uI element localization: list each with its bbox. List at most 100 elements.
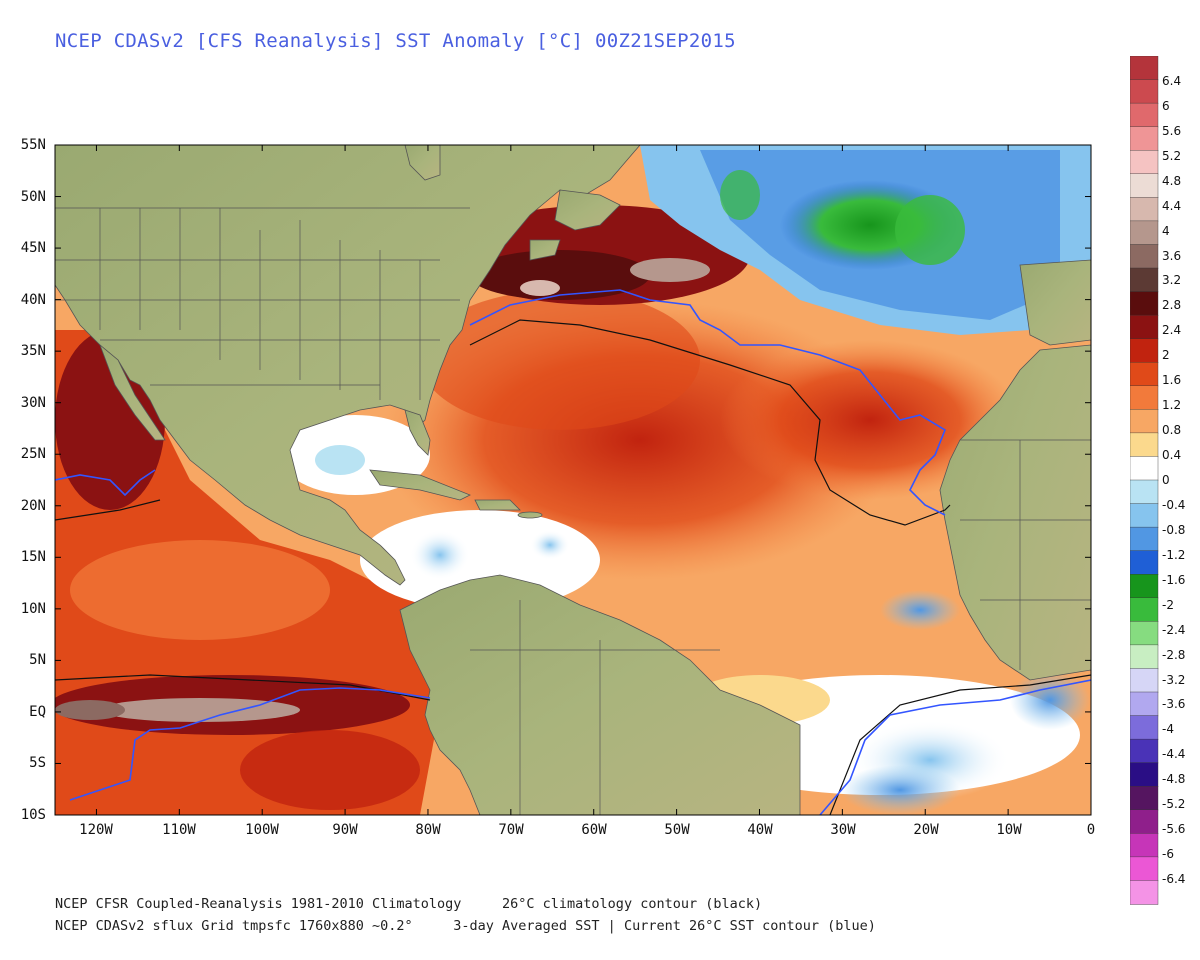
legend-swatch xyxy=(1130,197,1159,222)
legend-label: -2 xyxy=(1162,597,1174,612)
legend-label: 1.2 xyxy=(1162,398,1182,413)
legend-label: 6 xyxy=(1162,98,1170,113)
legend-swatch xyxy=(1130,833,1159,858)
lat-tick-label: 15N xyxy=(20,549,46,565)
lon-tick-label: 40W xyxy=(747,822,773,838)
lat-tick-label: 45N xyxy=(20,240,46,256)
legend-swatch xyxy=(1130,432,1159,458)
legend-label: -1.6 xyxy=(1162,572,1186,587)
legend-swatch xyxy=(1130,244,1159,269)
map-title: NCEP CDASv2 [CFS Reanalysis] SST Anomaly… xyxy=(55,30,736,52)
legend-label: -4 xyxy=(1162,722,1174,737)
axis-ticks xyxy=(55,144,1092,816)
legend-swatch xyxy=(1130,786,1159,811)
legend-label: 4.4 xyxy=(1162,198,1182,213)
legend-swatch xyxy=(1130,762,1159,787)
legend-label: -4.8 xyxy=(1162,772,1186,787)
lon-tick-label: 90W xyxy=(332,822,358,838)
legend-swatch xyxy=(1130,385,1159,411)
lat-tick-label: 40N xyxy=(20,292,46,308)
legend-label: 5.6 xyxy=(1162,123,1182,138)
legend-label: -0.4 xyxy=(1162,497,1186,512)
legend-swatch xyxy=(1130,409,1159,434)
legend-label: 5.2 xyxy=(1162,148,1182,163)
legend-swatch xyxy=(1130,56,1159,81)
legend-swatch xyxy=(1130,267,1159,293)
legend-swatch xyxy=(1130,79,1159,104)
lon-tick-label: 80W xyxy=(415,822,441,838)
lat-tick-label: 20N xyxy=(20,498,46,514)
legend-swatch xyxy=(1130,550,1159,575)
lon-tick-label: 20W xyxy=(913,822,939,838)
legend-swatch xyxy=(1130,338,1159,363)
legend-swatch xyxy=(1130,150,1159,175)
lat-tick-label: 55N xyxy=(20,137,46,153)
lon-tick-label: 110W xyxy=(162,822,196,838)
legend-swatch xyxy=(1130,503,1159,528)
map-plot-area xyxy=(55,145,1091,815)
legend-label: -6.4 xyxy=(1162,872,1186,887)
legend-swatch xyxy=(1130,362,1159,387)
current-26c-contour xyxy=(55,289,946,516)
lat-tick-label: 35N xyxy=(20,343,46,359)
legend-swatch xyxy=(1130,856,1159,882)
legend-label: 2 xyxy=(1162,348,1170,363)
lat-tick-label: 5N xyxy=(29,652,46,668)
legend-swatch xyxy=(1130,173,1159,199)
legend-swatch xyxy=(1130,291,1159,316)
lon-tick-label: 50W xyxy=(664,822,690,838)
legend-swatch xyxy=(1130,456,1159,481)
legend-label: 3.6 xyxy=(1162,248,1182,263)
legend-label: -3.2 xyxy=(1162,672,1186,687)
political-borders xyxy=(55,207,1091,815)
legend-label: -0.8 xyxy=(1162,522,1186,537)
legend-label: 0.8 xyxy=(1162,423,1182,438)
legend-label: 2.8 xyxy=(1162,298,1182,313)
lat-tick-label: 10N xyxy=(20,601,46,617)
legend-swatch xyxy=(1130,621,1159,646)
lat-tick-label: EQ xyxy=(29,704,46,720)
lon-tick-label: 10W xyxy=(996,822,1022,838)
legend-label: -1.2 xyxy=(1162,547,1186,562)
legend-label: 1.6 xyxy=(1162,373,1182,388)
lon-tick-label: 70W xyxy=(498,822,524,838)
legend-swatch xyxy=(1130,668,1159,693)
footer-climatology-note: NCEP CFSR Coupled-Reanalysis 1981-2010 C… xyxy=(55,896,763,912)
lon-tick-label: 120W xyxy=(79,822,113,838)
lon-tick-label: 60W xyxy=(581,822,607,838)
legend-swatch xyxy=(1130,738,1159,764)
lat-tick-label: 30N xyxy=(20,395,46,411)
lat-tick-label: 50N xyxy=(20,189,46,205)
lat-tick-label: 5S xyxy=(29,755,46,771)
legend-swatch xyxy=(1130,715,1159,740)
legend-label: 6.4 xyxy=(1162,73,1182,88)
legend-swatch xyxy=(1130,644,1159,670)
lon-tick-label: 100W xyxy=(245,822,279,838)
legend-swatch xyxy=(1130,597,1159,623)
legend-label: 4 xyxy=(1162,223,1170,238)
legend-label: -5.6 xyxy=(1162,822,1186,837)
legend-swatch xyxy=(1130,574,1159,599)
legend-swatch xyxy=(1130,880,1159,905)
lon-tick-label: 30W xyxy=(830,822,856,838)
legend-label: -2.8 xyxy=(1162,647,1186,662)
color-scale-legend xyxy=(1130,56,1159,905)
legend-label: 2.4 xyxy=(1162,323,1182,338)
legend-swatch xyxy=(1130,691,1159,717)
legend-label: -3.6 xyxy=(1162,697,1186,712)
legend-label: -2.4 xyxy=(1162,622,1186,637)
legend-label: 3.2 xyxy=(1162,273,1182,288)
climatology-26c-contour xyxy=(55,319,951,526)
legend-label: -4.4 xyxy=(1162,747,1186,762)
lat-tick-label: 10S xyxy=(20,807,46,823)
legend-swatch xyxy=(1130,126,1159,151)
legend-label: -6 xyxy=(1162,847,1174,862)
map-frame xyxy=(54,144,1092,816)
legend-swatch xyxy=(1130,809,1159,835)
legend-label: 4.8 xyxy=(1162,173,1182,188)
land-masses xyxy=(55,145,1091,815)
legend-swatch xyxy=(1130,102,1159,128)
lat-tick-label: 25N xyxy=(20,446,46,462)
legend-swatch xyxy=(1130,479,1159,505)
